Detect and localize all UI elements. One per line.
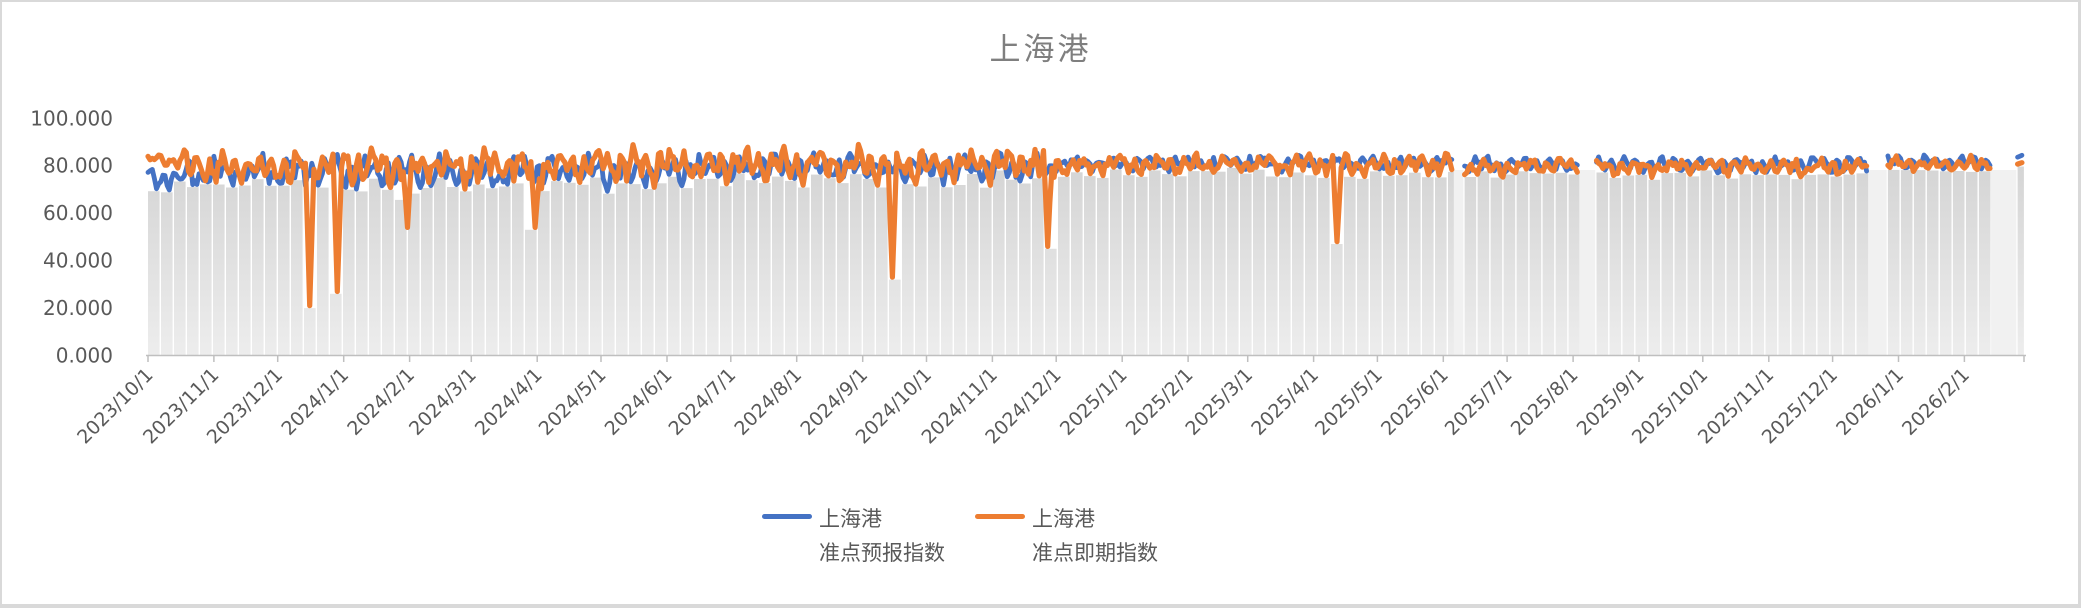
y-axis-tick-label: 0.000 <box>56 344 113 368</box>
x-axis-tick-label: 2024/7/1 <box>664 364 740 440</box>
x-axis-tick-label: 2024/1/1 <box>277 364 353 440</box>
x-axis-tick-label: 2025/1/1 <box>1056 364 1132 440</box>
legend-swatch-forecast-icon <box>762 514 812 519</box>
x-axis-tick-label: 2025/6/1 <box>1377 364 1453 440</box>
series-line-spot[interactable] <box>145 141 2025 309</box>
legend-text-spot: 上海港 准点即期指数 <box>1032 502 1158 570</box>
legend-item-spot[interactable]: 上海港 准点即期指数 <box>975 502 1158 570</box>
legend-item-forecast[interactable]: 上海港 准点预报指数 <box>762 502 945 570</box>
x-axis-tick-label: 2024/3/1 <box>405 364 481 440</box>
y-axis-labels: 0.000 20.000 40.000 60.000 80.000 100.000 <box>30 106 113 367</box>
legend: 上海港准点预报指数 上海港准点即期指数 <box>0 502 1920 570</box>
y-axis-tick-label: 20.000 <box>43 296 113 320</box>
legend-label-forecast-line1: 上海港 <box>819 507 882 531</box>
legend-swatch-spot-icon <box>975 514 1025 519</box>
legend-label-forecast-line2: 准点预报指数 <box>819 541 945 565</box>
y-axis-tick-label: 100.000 <box>30 106 113 130</box>
x-axis-tick-label: 2026/2/1 <box>1898 364 1974 440</box>
x-axis-tick-label: 2024/5/1 <box>535 364 611 440</box>
legend-text-forecast: 上海港 准点预报指数 <box>819 502 945 570</box>
x-axis <box>146 354 2026 362</box>
y-axis-tick-label: 40.000 <box>43 249 113 273</box>
x-axis-tick-label: 2025/8/1 <box>1507 364 1583 440</box>
legend-label-spot-line1: 上海港 <box>1032 507 1095 531</box>
gray-area-columns <box>148 166 2024 356</box>
y-axis-tick-label: 80.000 <box>43 154 113 178</box>
gap-bands <box>1453 170 2017 356</box>
x-axis-tick-label: 2025/7/1 <box>1441 364 1517 440</box>
gap-band <box>1453 170 1464 356</box>
x-axis-tick-label: 2025/5/1 <box>1311 364 1387 440</box>
y-axis-tick-label: 60.000 <box>43 201 113 225</box>
x-axis-labels: 2023/10/12023/11/12023/12/12024/1/12024/… <box>73 364 1974 448</box>
x-axis-tick-label: 2026/1/1 <box>1832 364 1908 440</box>
x-axis-tick-label: 2024/8/1 <box>730 364 806 440</box>
chart-title: 上海港 <box>989 32 1092 68</box>
x-axis-tick-label: 2024/6/1 <box>601 364 677 440</box>
gap-band <box>1867 170 1887 356</box>
x-axis-tick-label: 2025/4/1 <box>1247 364 1323 440</box>
x-axis-tick-label: 2024/4/1 <box>471 364 547 440</box>
gap-band <box>1578 170 1596 356</box>
legend-label-spot-line2: 准点即期指数 <box>1032 541 1158 565</box>
gap-band <box>1991 170 2017 356</box>
